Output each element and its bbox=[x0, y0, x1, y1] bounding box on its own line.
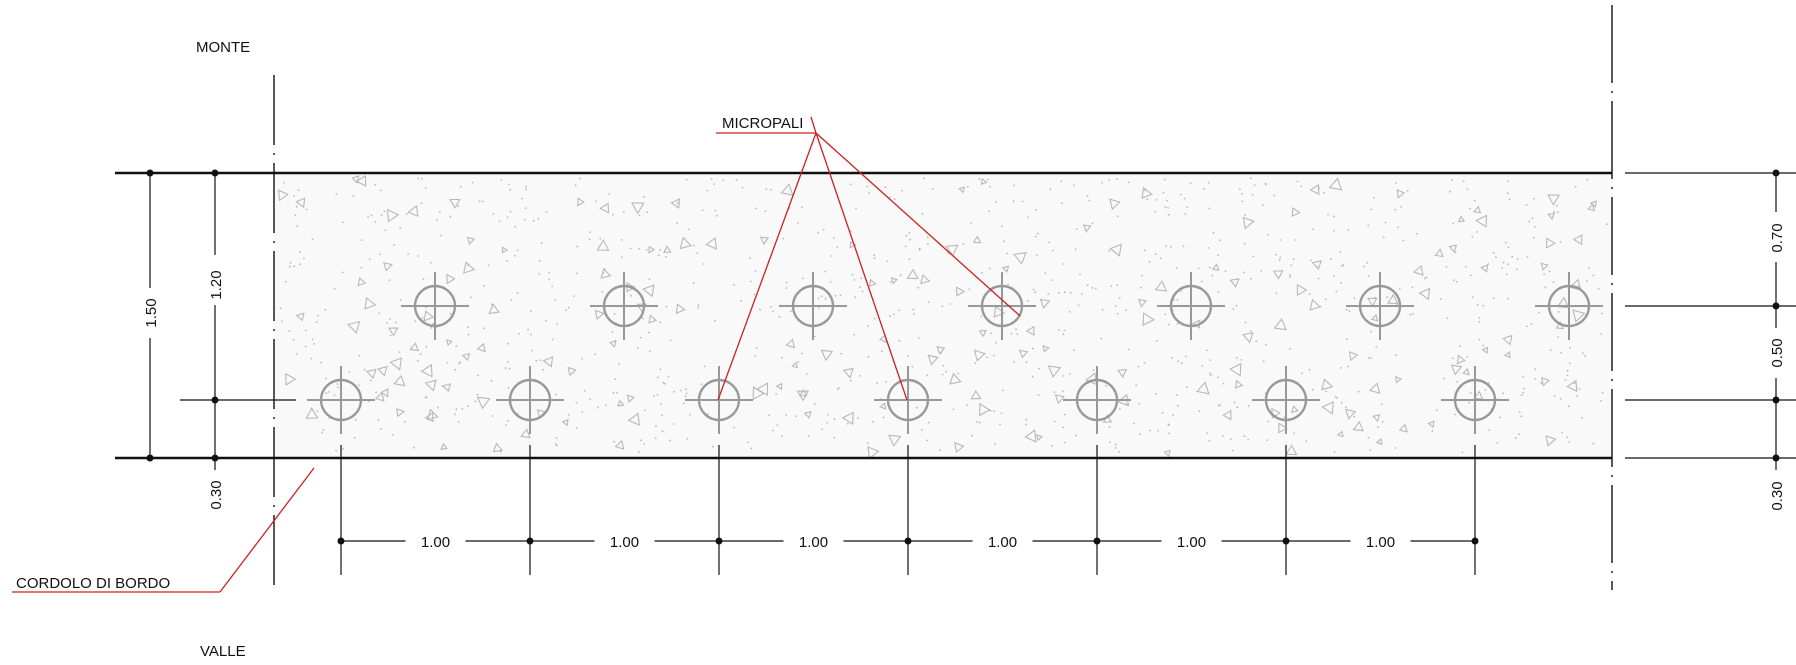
right-dim-bottom-label: 0.30 bbox=[1769, 481, 1786, 510]
spacing-dot bbox=[526, 537, 534, 545]
spacing-dimension-labels: 1.00 1.00 1.00 1.00 1.00 1.00 bbox=[405, 528, 1411, 552]
spacing-label: 1.00 bbox=[988, 534, 1017, 551]
pile-upper-6 bbox=[1346, 272, 1414, 340]
pile-lower-2 bbox=[496, 366, 564, 434]
spacing-dot bbox=[715, 537, 723, 545]
pile-upper-7 bbox=[1535, 272, 1603, 340]
pile-upper-4 bbox=[968, 272, 1036, 340]
spacing-dot bbox=[904, 537, 912, 545]
left-dim-inner-label: 1.20 bbox=[208, 270, 225, 299]
right-dim-top-label: 0.70 bbox=[1769, 223, 1786, 252]
spacing-dot bbox=[1282, 537, 1290, 545]
pile-lower-6 bbox=[1252, 366, 1320, 434]
cordolo-label: CORDOLO DI BORDO bbox=[16, 575, 170, 592]
pile-upper-1 bbox=[401, 272, 469, 340]
beam-fill bbox=[274, 173, 1612, 458]
right-dim-mid-label: 0.50 bbox=[1769, 338, 1786, 367]
right-dim-bottom-dot bbox=[1772, 454, 1780, 462]
left-dim-inner-bottom-dot bbox=[211, 454, 219, 462]
pile-upper-2 bbox=[590, 272, 658, 340]
left-dim-bottom-label: 0.30 bbox=[208, 480, 225, 509]
pile-upper-5 bbox=[1157, 272, 1225, 340]
piles-group bbox=[307, 272, 1603, 434]
spacing-dimension-dots bbox=[337, 537, 1479, 545]
concrete-hatch bbox=[277, 174, 1608, 460]
micropali-leader bbox=[716, 116, 1021, 401]
valle-label: VALLE bbox=[200, 643, 246, 660]
spacing-label: 1.00 bbox=[421, 534, 450, 551]
pile-lower-4 bbox=[874, 366, 942, 434]
pile-lower-3 bbox=[685, 366, 753, 434]
micropali-label: MICROPALI bbox=[722, 115, 803, 132]
spacing-label: 1.00 bbox=[1366, 534, 1395, 551]
spacing-dot bbox=[1471, 537, 1479, 545]
pile-upper-3 bbox=[779, 272, 847, 340]
pile-lower-5 bbox=[1063, 366, 1131, 434]
pile-lower-7 bbox=[1441, 366, 1509, 434]
right-dim-top-dot bbox=[1772, 169, 1780, 177]
left-dim-total-top-dot bbox=[146, 169, 154, 177]
pile-lower-1 bbox=[307, 366, 375, 434]
spacing-dot bbox=[337, 537, 345, 545]
spacing-label: 1.00 bbox=[1177, 534, 1206, 551]
spacing-dot bbox=[1093, 537, 1101, 545]
pile-axis-extensions bbox=[340, 445, 1476, 575]
left-dim-total-bottom-dot bbox=[146, 454, 154, 462]
cordolo-leader bbox=[12, 467, 315, 593]
left-dim-inner-top-dot bbox=[211, 169, 219, 177]
monte-label: MONTE bbox=[196, 39, 250, 56]
spacing-label: 1.00 bbox=[610, 534, 639, 551]
left-dim-total-label: 1.50 bbox=[143, 298, 160, 327]
spacing-label: 1.00 bbox=[799, 534, 828, 551]
